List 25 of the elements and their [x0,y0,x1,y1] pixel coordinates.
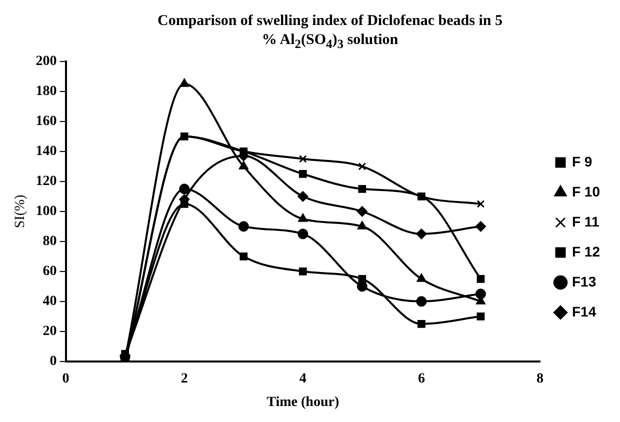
legend-label: F 10 [572,183,600,200]
legend-label: F 11 [572,213,600,230]
x-tick-label: 8 [536,371,544,386]
y-tick-label: 20 [42,324,57,340]
y-tick-label: 60 [42,264,57,280]
y-tick-label: 120 [36,174,57,190]
legend-label: F14 [572,303,596,320]
y-axis-title: SI(%) [13,194,28,228]
y-tick-label: 100 [36,204,57,220]
legend-label: F 12 [572,243,600,260]
y-tick-label: 80 [42,234,57,250]
legend-label: F 9 [572,153,592,170]
legend-label: F13 [572,273,596,290]
y-tick-label: 40 [42,294,57,310]
x-tick-label: 6 [418,371,425,386]
y-tick-label: 140 [36,144,57,160]
x-tick-label: 4 [299,371,306,386]
y-tick-label: 160 [36,114,57,130]
y-tick-label: 180 [36,84,57,100]
x-axis-title: Time (hour) [266,395,340,410]
y-tick-label: 200 [36,54,57,70]
chart-title: Comparison of swelling index of Diclofenac beads in 5 % Al$_{2}$(SO$_{4}$)$_{3}$ solution [156,12,504,53]
x-tick-label: 0 [62,371,70,386]
y-tick-label: 0 [50,354,57,370]
x-tick-label: 2 [180,371,188,386]
